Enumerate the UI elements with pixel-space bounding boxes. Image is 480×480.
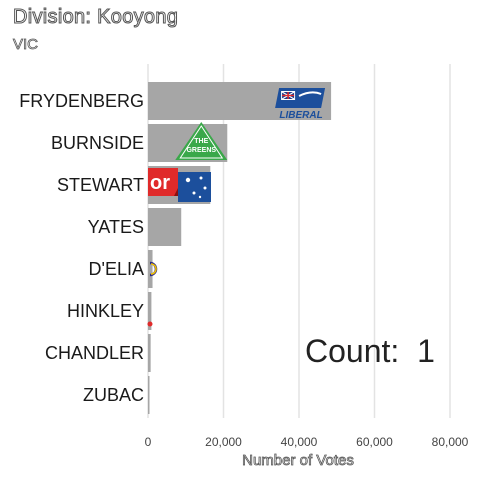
star-icon	[198, 195, 202, 199]
bar	[148, 208, 182, 246]
greens-logo-text: GREENS	[186, 147, 216, 154]
labor-logo-text: or	[150, 172, 170, 194]
x-tick-label: 20,000	[205, 435, 242, 449]
chart-subtitle: VIC	[13, 36, 39, 54]
category-label: CHANDLER	[45, 343, 144, 363]
bar	[148, 376, 150, 414]
count-value: 1	[417, 333, 435, 369]
star-icon	[199, 176, 203, 180]
x-tick-label: 40,000	[281, 435, 318, 449]
labor-logo-icon: or	[148, 168, 211, 202]
star-icon	[203, 186, 207, 190]
party-logo-fragment-icon	[147, 321, 153, 327]
x-axis-label: Number of Votes	[242, 452, 355, 470]
bar	[148, 334, 151, 372]
chart-title: Division: Kooyong	[12, 6, 179, 29]
bar	[148, 292, 152, 330]
greens-logo-text: THE	[194, 138, 208, 145]
star-icon	[192, 191, 196, 195]
category-label: YATES	[88, 217, 144, 237]
x-tick-label: 60,000	[356, 435, 393, 449]
bar	[148, 250, 153, 288]
liberal-logo-icon: LIBERAL	[275, 88, 326, 121]
category-label: FRYDENBERG	[19, 91, 144, 111]
category-label: BURNSIDE	[51, 133, 144, 153]
greens-logo-icon: THE GREENS	[175, 122, 228, 160]
category-label: HINKLEY	[67, 301, 144, 321]
count-annotation: Count: 1	[305, 333, 435, 370]
x-tick-label: 0	[145, 435, 152, 449]
party-logo-fragment-icon	[150, 263, 157, 275]
count-prefix: Count:	[305, 333, 400, 369]
category-label: STEWART	[57, 175, 144, 195]
category-label: ZUBAC	[83, 385, 144, 405]
category-label: D'ELIA	[89, 259, 144, 279]
liberal-logo-text: LIBERAL	[279, 110, 322, 121]
star-icon	[185, 177, 191, 183]
x-tick-label: 80,000	[432, 435, 469, 449]
